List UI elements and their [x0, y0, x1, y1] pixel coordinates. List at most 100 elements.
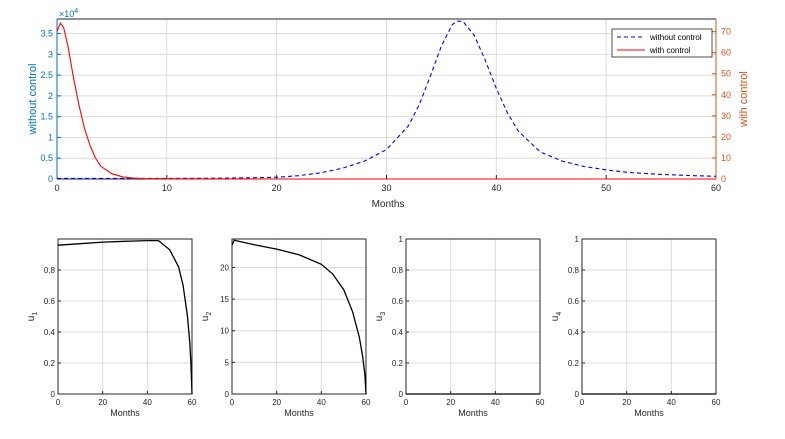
- plot-area: [58, 239, 192, 394]
- left-y-tick-label: 0.5: [40, 153, 53, 163]
- x-tick-label: 60: [362, 398, 371, 407]
- u1-chart: 0 20 40 60 0 0.2 0.4 0.6 0.8 Months u1: [26, 238, 197, 418]
- x-tick-label: 40: [143, 398, 152, 407]
- plot-area: [232, 239, 366, 394]
- x-tick-label: 30: [381, 183, 391, 193]
- x-tick-label: 0: [230, 398, 235, 407]
- left-y-axis-label: without control: [27, 64, 39, 136]
- y-tick-label: 0: [225, 390, 230, 399]
- y-label-base: u: [374, 316, 385, 322]
- y-tick-label: 0.4: [392, 328, 404, 337]
- legend-box: [611, 28, 713, 58]
- y-tick-label: 0.4: [568, 328, 580, 337]
- y-tick-label: 10: [220, 327, 229, 336]
- right-y-tick-label: 70: [721, 27, 731, 37]
- plot-area: [406, 239, 540, 394]
- x-axis-label: Months: [458, 408, 488, 418]
- left-y-tick-label: 1.5: [40, 112, 53, 122]
- y-label-subscript: 2: [206, 312, 213, 316]
- x-tick-label: 20: [622, 398, 631, 407]
- y-tick-label: 0: [399, 390, 404, 399]
- y-axis-label: u4: [550, 312, 563, 322]
- left-y-tick-label: 3: [48, 49, 53, 59]
- x-tick-label: 60: [188, 398, 197, 407]
- u2-line: [231, 239, 367, 395]
- x-tick-label: 60: [536, 398, 545, 407]
- left-y-tick-label: 3.5: [40, 29, 53, 39]
- left-axis-exponent: ×104: [59, 8, 78, 19]
- y-label-base: u: [26, 316, 37, 322]
- y-tick-label: 1: [399, 235, 404, 244]
- y-tick-label: 0.2: [392, 359, 404, 368]
- y-tick-label: 0.8: [392, 266, 404, 275]
- y-label-subscript: 4: [556, 312, 563, 316]
- u1-line: [57, 239, 193, 395]
- legend-entry: without control: [649, 33, 702, 42]
- x-axis-label: Months: [284, 408, 314, 418]
- y-axis-label: u1: [26, 312, 39, 322]
- y-axis-label: u3: [374, 312, 387, 322]
- x-tick-label: 0: [54, 183, 59, 193]
- y-tick-label: 5: [225, 358, 230, 367]
- y-tick-label: 0.6: [568, 297, 580, 306]
- legend-entry: with control: [649, 46, 691, 55]
- right-y-axis-label: with control: [738, 71, 750, 128]
- with-control-line: [56, 22, 716, 180]
- y-tick-label: 0.6: [392, 297, 404, 306]
- x-tick-label: 60: [711, 183, 721, 193]
- u4-chart: 0 20 40 60 0 0.2 0.4 0.6 0.8 1 Months u4: [550, 235, 721, 418]
- axes-box: [231, 238, 367, 395]
- x-tick-label: 40: [491, 398, 500, 407]
- right-y-tick-label: 30: [721, 111, 731, 121]
- x-tick-label: 40: [491, 183, 501, 193]
- right-y-tick-label: 10: [721, 153, 731, 163]
- y-label-base: u: [200, 316, 211, 322]
- y-tick-label: 0.6: [44, 297, 56, 306]
- x-tick-label: 20: [272, 398, 281, 407]
- right-y-tick-label: 50: [721, 69, 731, 79]
- x-tick-label: 10: [162, 183, 172, 193]
- y-tick-label: 0.4: [44, 328, 56, 337]
- axes-box: [57, 238, 193, 395]
- x-tick-label: 40: [317, 398, 326, 407]
- y-tick-label: 0.2: [568, 359, 580, 368]
- y-label-base: u: [550, 316, 561, 322]
- y-axis-label: u2: [200, 312, 213, 322]
- x-tick-label: 0: [404, 398, 409, 407]
- right-y-tick-label: 40: [721, 90, 731, 100]
- y-label-subscript: 3: [380, 312, 387, 316]
- y-tick-label: 15: [220, 295, 229, 304]
- x-tick-label: 40: [667, 398, 676, 407]
- x-tick-label: 20: [446, 398, 455, 407]
- y-tick-label: 0.2: [44, 359, 56, 368]
- y-tick-label: 0: [575, 390, 580, 399]
- u3-chart: 0 20 40 60 0 0.2 0.4 0.6 0.8 1 Months u3: [374, 235, 545, 418]
- x-tick-label: 0: [56, 398, 61, 407]
- without-control-line: [57, 20, 717, 179]
- right-y-tick-label: 20: [721, 132, 731, 142]
- x-axis-label: Months: [372, 199, 405, 210]
- x-tick-label: 50: [601, 183, 611, 193]
- x-tick-label: 20: [272, 183, 282, 193]
- x-axis-label: Months: [634, 408, 664, 418]
- x-tick-label: 0: [580, 398, 585, 407]
- left-y-tick-label: 0: [48, 174, 53, 184]
- main-chart: 0 10 20 30 40 50 6000.511.522.533.501020304050…: [27, 8, 750, 210]
- y-label-subscript: 1: [32, 312, 39, 316]
- x-tick-label: 60: [712, 398, 721, 407]
- left-y-tick-label: 2.5: [40, 70, 53, 80]
- plot-area: [582, 239, 716, 394]
- x-tick-label: 20: [98, 398, 107, 407]
- right-y-tick-label: 0: [721, 174, 726, 184]
- exponent-base: ×10: [59, 9, 74, 19]
- y-tick-label: 0.8: [44, 266, 56, 275]
- right-y-tick-label: 60: [721, 48, 731, 58]
- y-tick-label: 0.8: [568, 266, 580, 275]
- y-tick-label: 1: [575, 235, 580, 244]
- x-axis-label: Months: [110, 408, 140, 418]
- y-tick-label: 0: [51, 390, 56, 399]
- left-y-tick-label: 1: [48, 132, 53, 142]
- exponent-power: 4: [74, 8, 78, 15]
